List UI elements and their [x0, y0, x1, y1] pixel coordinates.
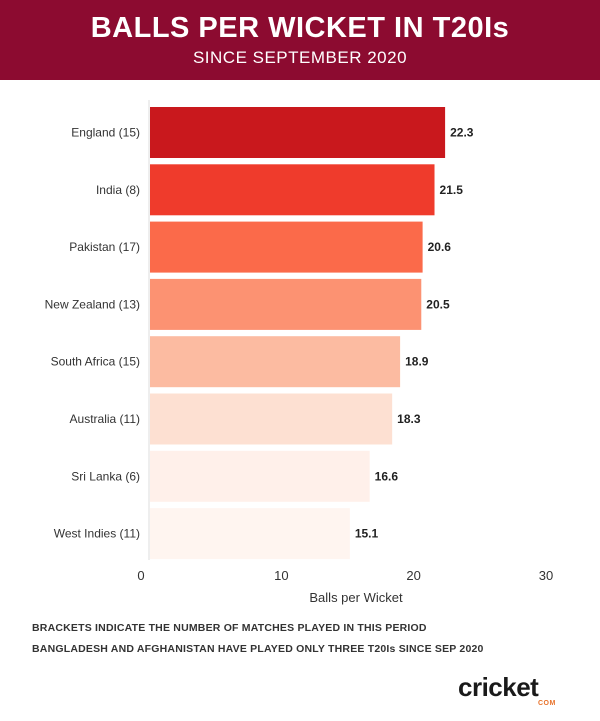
value-label: 20.5	[426, 297, 450, 311]
x-tick-label: 20	[406, 568, 420, 583]
x-tick-label: 30	[539, 568, 553, 583]
logo-com-text: COM	[538, 700, 556, 707]
footnote-bangladesh-afghanistan: BANGLADESH AND AFGHANISTAN HAVE PLAYED O…	[32, 643, 484, 655]
bar-chart: England (15) 22.3 India (8) 21.5 Pakistan (1…	[45, 100, 553, 605]
bars-group: England (15) 22.3 India (8) 21.5 Pakistan (1…	[45, 107, 474, 560]
value-label: 21.5	[440, 183, 464, 197]
bar-5	[150, 393, 393, 445]
logo-wordmark: cricket	[458, 672, 539, 702]
value-label: 20.6	[428, 240, 452, 254]
bar-6	[150, 450, 370, 502]
category-label: India (8)	[96, 183, 140, 197]
value-label: 18.3	[397, 412, 421, 426]
x-tick-label: 0	[137, 568, 144, 583]
category-label: England (15)	[71, 126, 140, 140]
chart-title: BALLS PER WICKET IN T20Is	[90, 12, 510, 44]
category-label: Australia (11)	[70, 412, 140, 426]
category-label: New Zealand (13)	[45, 297, 140, 311]
x-axis-label: Balls per Wicket	[309, 590, 403, 605]
value-label: 16.6	[375, 469, 399, 483]
bar-0	[150, 107, 446, 158]
bar-1	[150, 164, 435, 216]
bar-7	[150, 508, 350, 560]
category-label: West Indies (11)	[54, 527, 140, 541]
x-tick-label: 10	[274, 568, 288, 583]
value-label: 22.3	[450, 126, 474, 140]
bar-4	[150, 336, 401, 388]
cricket-com-logo: cricket COM	[458, 672, 578, 712]
footnotes: BRACKETS INDICATE THE NUMBER OF MATCHES …	[32, 618, 484, 660]
bar-3	[150, 278, 422, 330]
value-label: 15.1	[355, 527, 379, 541]
value-label: 18.9	[405, 355, 429, 369]
category-label: South Africa (15)	[51, 355, 140, 369]
header-banner: BALLS PER WICKET IN T20Is SINCE SEPTEMBE…	[0, 0, 600, 80]
x-ticks-group: 0 10 20 30	[137, 568, 553, 583]
chart-subtitle: SINCE SEPTEMBER 2020	[192, 48, 408, 67]
category-label: Sri Lanka (6)	[71, 469, 140, 483]
category-label: Pakistan (17)	[69, 240, 140, 254]
footnote-brackets: BRACKETS INDICATE THE NUMBER OF MATCHES …	[32, 622, 427, 634]
bar-2	[150, 221, 423, 273]
